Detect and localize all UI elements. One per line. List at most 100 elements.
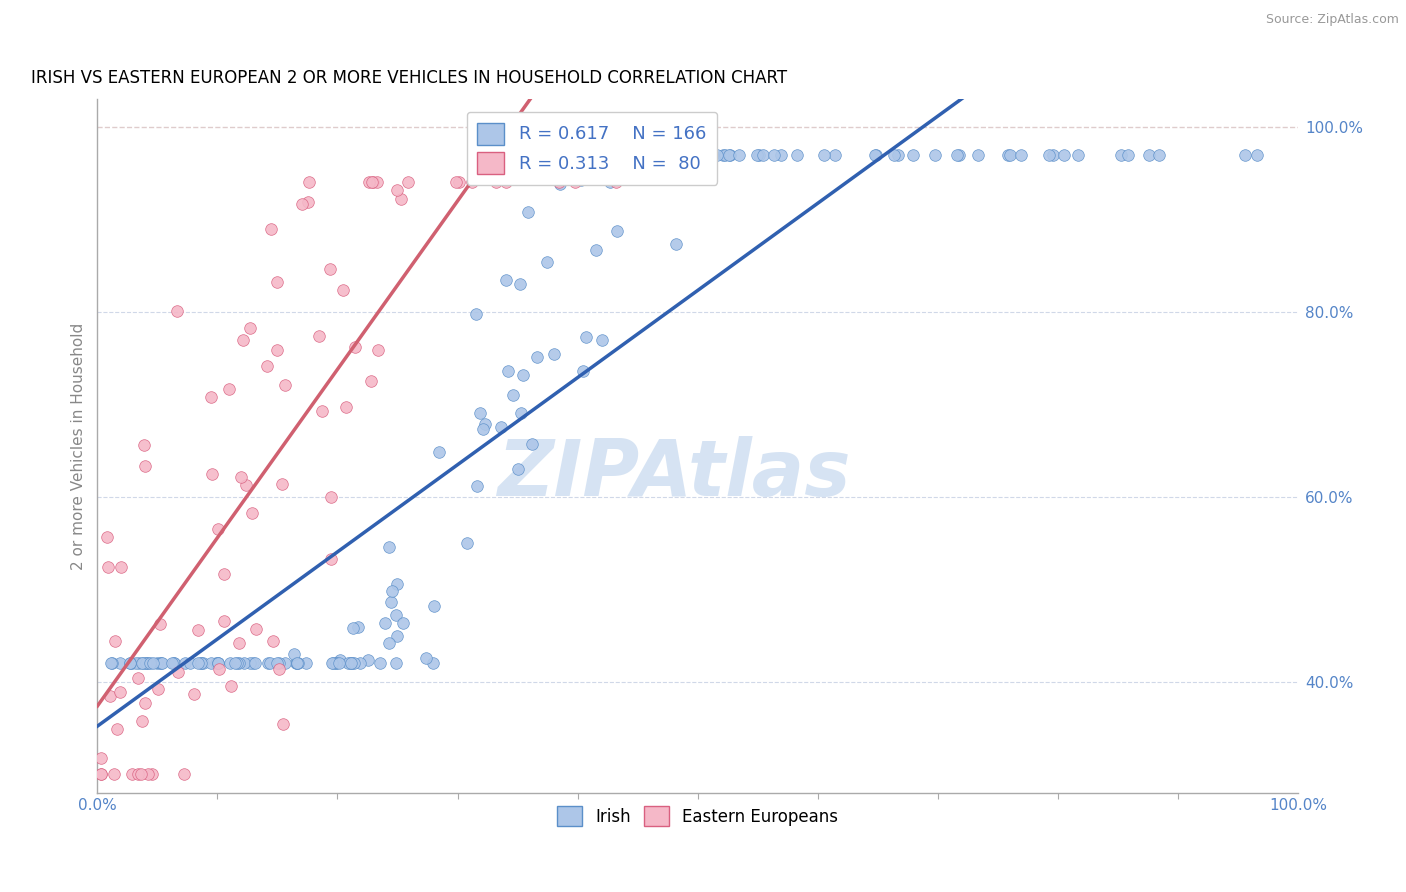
Point	[368, 657, 391, 671]
Point	[90, 767, 112, 781]
Point	[427, 444, 450, 458]
Point	[1147, 147, 1170, 161]
Point	[108, 685, 131, 699]
Point	[617, 171, 640, 186]
Point	[219, 679, 242, 693]
Point	[630, 147, 652, 161]
Point	[101, 657, 124, 671]
Point	[256, 359, 278, 373]
Point	[207, 657, 229, 671]
Point	[226, 657, 249, 671]
Point	[713, 147, 735, 161]
Point	[1053, 147, 1076, 161]
Point	[447, 175, 470, 189]
Point	[97, 560, 120, 574]
Point	[243, 657, 266, 671]
Point	[688, 147, 710, 161]
Point	[786, 147, 808, 161]
Point	[564, 175, 586, 189]
Point	[357, 653, 380, 667]
Point	[644, 147, 666, 161]
Point	[727, 147, 749, 161]
Point	[718, 147, 741, 161]
Point	[883, 147, 905, 161]
Point	[366, 175, 388, 189]
Point	[509, 277, 531, 291]
Point	[285, 657, 308, 671]
Point	[98, 689, 121, 703]
Point	[585, 243, 607, 257]
Point	[131, 714, 153, 729]
Point	[602, 171, 624, 186]
Point	[543, 347, 565, 361]
Point	[212, 614, 235, 628]
Point	[1137, 147, 1160, 161]
Point	[162, 657, 184, 671]
Point	[387, 577, 409, 591]
Point	[380, 584, 402, 599]
Point	[205, 657, 228, 671]
Point	[149, 657, 172, 671]
Point	[239, 321, 262, 335]
Point	[224, 657, 246, 671]
Point	[1116, 147, 1139, 161]
Point	[489, 420, 512, 434]
Point	[510, 406, 533, 420]
Point	[267, 662, 290, 676]
Point	[673, 147, 696, 161]
Point	[232, 657, 254, 671]
Point	[361, 175, 384, 189]
Point	[948, 147, 970, 161]
Point	[218, 657, 240, 671]
Point	[218, 383, 240, 397]
Point	[274, 657, 297, 671]
Point	[346, 620, 368, 634]
Point	[141, 657, 163, 671]
Point	[239, 657, 262, 671]
Point	[131, 657, 153, 671]
Point	[568, 147, 591, 161]
Point	[96, 530, 118, 544]
Point	[1038, 147, 1060, 161]
Point	[295, 657, 318, 671]
Point	[245, 622, 267, 636]
Point	[422, 657, 444, 671]
Point	[149, 617, 172, 632]
Point	[360, 374, 382, 388]
Point	[242, 657, 264, 671]
Point	[456, 535, 478, 549]
Point	[966, 147, 988, 161]
Point	[319, 551, 342, 566]
Point	[378, 540, 401, 554]
Point	[385, 657, 408, 671]
Point	[100, 657, 122, 671]
Point	[508, 462, 530, 476]
Point	[619, 147, 641, 161]
Point	[711, 147, 734, 161]
Point	[166, 304, 188, 318]
Point	[103, 767, 125, 781]
Point	[127, 767, 149, 781]
Point	[887, 147, 910, 161]
Point	[332, 283, 354, 297]
Point	[380, 594, 402, 608]
Point	[485, 175, 508, 189]
Point	[321, 490, 343, 504]
Point	[461, 175, 484, 189]
Point	[124, 657, 146, 671]
Point	[924, 147, 946, 161]
Point	[90, 767, 112, 781]
Point	[813, 147, 835, 161]
Point	[228, 657, 250, 671]
Point	[1067, 147, 1090, 161]
Point	[174, 657, 197, 671]
Point	[207, 657, 229, 671]
Point	[283, 648, 305, 662]
Point	[308, 328, 330, 343]
Point	[214, 566, 236, 581]
Point	[374, 615, 396, 630]
Point	[267, 657, 290, 671]
Point	[700, 147, 723, 161]
Point	[190, 657, 212, 671]
Point	[256, 657, 278, 671]
